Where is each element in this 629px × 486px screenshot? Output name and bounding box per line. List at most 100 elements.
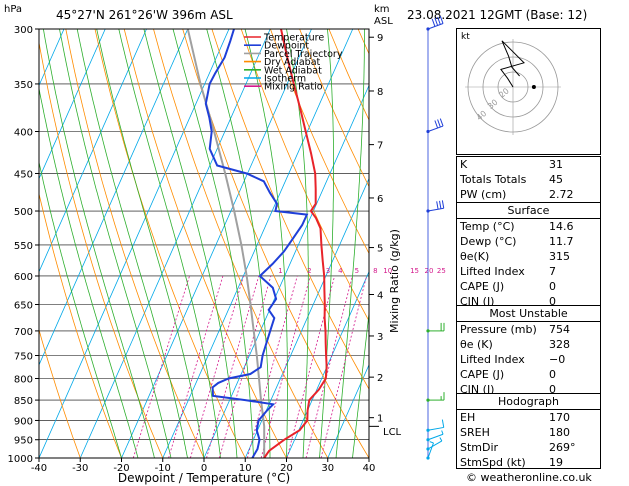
mixing-ratio-label: 1 xyxy=(278,267,282,275)
temp-tick-label: -10 xyxy=(155,463,171,474)
dry-adiabat-line xyxy=(65,29,205,458)
wet-adiabat-line xyxy=(244,29,288,458)
isotherm-line xyxy=(79,29,271,458)
km-tick-label: 1 xyxy=(377,414,383,425)
dry-adiabat-line xyxy=(417,29,452,458)
pressure-tick-label: 500 xyxy=(14,207,33,218)
mixing-ratio-line xyxy=(260,275,311,458)
wet-adiabat-line xyxy=(39,160,122,458)
pressure-tick-label: 900 xyxy=(14,416,33,427)
legend-label: Isotherm xyxy=(264,74,306,85)
mixing-ratio-label: 2 xyxy=(307,267,311,275)
temp-tick-label: 30 xyxy=(321,463,334,474)
asl-unit: ASL xyxy=(374,16,393,27)
totals-totals-value: 45 xyxy=(549,173,563,186)
footer-credit: © weatheronline.co.uk xyxy=(466,471,592,484)
temperature-profile-line xyxy=(263,29,328,458)
temp-tick-label: -30 xyxy=(72,463,88,474)
pressure-tick-label: 950 xyxy=(14,436,33,447)
wind-barb xyxy=(426,322,445,333)
legend-label: Dewpoint xyxy=(264,41,309,52)
hodograph-ring-label: 20 xyxy=(497,86,511,99)
most-unstable-value: −0 xyxy=(549,353,566,366)
pressure-unit: hPa xyxy=(4,4,23,15)
pressure-tick-label: 750 xyxy=(14,351,33,362)
hodograph-param-value: 269° xyxy=(549,441,576,454)
skewt-chart: 3003504004505005506006507007508008509009… xyxy=(8,15,452,485)
mixing-ratio-label: 8 xyxy=(373,267,377,275)
legend-label: Dry Adiabat xyxy=(264,57,321,68)
most-unstable-row: CIN (J) 0 xyxy=(457,382,600,397)
isotherm-line xyxy=(162,29,354,458)
dry-adiabat-line xyxy=(357,29,369,55)
surface-value: 315 xyxy=(549,250,570,263)
most-unstable-value: 754 xyxy=(549,323,570,336)
surface-label: CIN (J) xyxy=(460,295,495,308)
hodograph-param-value: 180 xyxy=(549,426,570,439)
wet-adiabat-line xyxy=(319,29,334,458)
temp-tick-label: 40 xyxy=(363,463,376,474)
km-tick-label: 5 xyxy=(377,244,383,255)
surface-row: CAPE (J) 0 xyxy=(457,279,600,294)
most-unstable-row: Lifted Index −0 xyxy=(457,352,600,367)
most-unstable-label: Pressure (mb) xyxy=(460,323,537,336)
km-tick-label: 4 xyxy=(377,290,383,301)
most-unstable-title: Most Unstable xyxy=(489,307,568,320)
pressure-tick-label: 800 xyxy=(14,374,33,385)
mixing-ratio-line xyxy=(132,275,190,458)
surface-row: CIN (J) 0 xyxy=(457,294,600,309)
mixing-ratio-label: 20 xyxy=(425,267,434,275)
wet-adiabat-line xyxy=(286,29,309,458)
km-tick-label: 8 xyxy=(377,87,383,98)
hodograph-ring-label: 40 xyxy=(475,109,489,122)
hodograph-param-value: 170 xyxy=(549,411,570,424)
wind-barb xyxy=(426,118,444,134)
km-unit: km xyxy=(374,4,390,15)
wet-adiabat-line xyxy=(335,29,365,458)
surface-title: Surface xyxy=(507,204,550,217)
pressure-tick-label: 350 xyxy=(14,80,33,91)
wet-adiabat-line xyxy=(206,29,271,458)
dry-adiabat-line xyxy=(299,29,369,188)
mixing-ratio-label: 10 xyxy=(383,267,392,275)
indices-box: K 31 Totals Totals 45 PW (cm) 2.72 xyxy=(456,156,601,203)
km-tick-label: 9 xyxy=(377,33,383,44)
mixing-ratio-line xyxy=(206,275,260,458)
hodograph-param-label: StmSpd (kt) xyxy=(460,456,526,469)
most-unstable-row: Pressure (mb) 754 xyxy=(457,322,600,337)
pressure-tick-label: 850 xyxy=(14,396,33,407)
hodograph-param-label: StmDir xyxy=(460,441,499,454)
dry-adiabat-line xyxy=(211,29,369,390)
mixing-ratio-axis-label: Mixing Ratio (g/kg) xyxy=(388,229,401,333)
most-unstable-label: CIN (J) xyxy=(460,383,495,396)
most-unstable-value: 0 xyxy=(549,383,556,396)
dry-adiabat-line xyxy=(39,328,81,458)
wet-adiabat-line xyxy=(39,86,139,458)
surface-row: Temp (°C) 14.6 xyxy=(457,219,600,234)
wet-adiabat-line xyxy=(172,29,254,458)
surface-value: 0 xyxy=(549,295,556,308)
k-index-value: 31 xyxy=(549,158,563,171)
pressure-tick-label: 400 xyxy=(14,128,33,139)
temp-tick-label: 10 xyxy=(239,463,252,474)
dry-adiabat-line xyxy=(94,29,246,458)
hodograph-ring-label: 30 xyxy=(486,98,500,111)
mixing-ratio-line xyxy=(247,275,298,458)
surface-box: Surface Temp (°C) 14.6 Dewp (°C) 11.7 θe(K) 3… xyxy=(456,202,601,308)
isotherm-line xyxy=(327,363,369,458)
wind-barb xyxy=(426,419,445,432)
temp-tick-label: -20 xyxy=(113,463,129,474)
location-title: 45°27'N 261°26'W 396m ASL xyxy=(56,8,233,22)
km-tick-label: 7 xyxy=(377,141,383,152)
pressure-tick-label: 650 xyxy=(14,301,33,312)
temp-tick-label: 20 xyxy=(280,463,293,474)
mixing-ratio-line xyxy=(320,275,367,458)
mixing-ratio-line xyxy=(190,275,244,458)
isotherm-line xyxy=(39,29,106,180)
datetime-title: 23.08.2021 12GMT (Base: 12) xyxy=(407,8,588,22)
surface-value: 14.6 xyxy=(549,220,574,233)
legend-label: Parcel Trajectory xyxy=(264,49,343,60)
wind-barb xyxy=(426,437,443,451)
surface-label: Temp (°C) xyxy=(460,220,515,233)
mixing-ratio-label: 25 xyxy=(437,267,446,275)
